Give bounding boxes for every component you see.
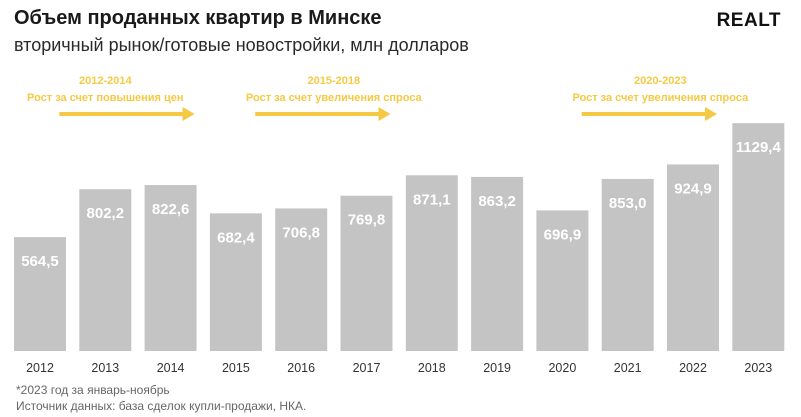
value-label-2017: 769,8 <box>348 212 386 229</box>
bar-2021 <box>601 178 654 351</box>
value-label-2021: 853,0 <box>609 195 647 212</box>
x-tick-2014: 2014 <box>157 361 185 375</box>
bar-2022 <box>667 164 719 351</box>
chart-subtitle: вторичный рынок/готовые новостройки, млн… <box>14 35 469 55</box>
value-label-2015: 682,4 <box>217 229 255 246</box>
value-label-2013: 802,2 <box>87 205 125 222</box>
value-label-2023: 1129,4 <box>736 139 782 156</box>
data-source: Источник данных: база сделок купли-прода… <box>16 399 307 413</box>
bar-2014 <box>144 185 197 351</box>
x-tick-2019: 2019 <box>483 361 511 375</box>
annotation-period-3: 2020-2023 <box>634 75 687 87</box>
x-tick-2023: 2023 <box>744 361 772 375</box>
bar-2016 <box>275 208 328 351</box>
x-tick-2018: 2018 <box>418 361 446 375</box>
bar-2019 <box>471 176 524 351</box>
value-label-2014: 822,6 <box>152 201 190 218</box>
annotation-text-3: Рост за счет увеличения спроса <box>572 92 749 104</box>
value-label-2018: 871,1 <box>413 191 451 208</box>
x-tick-2022: 2022 <box>679 361 707 375</box>
realt-logo: REALT <box>716 10 781 31</box>
value-label-2022: 924,9 <box>674 180 712 197</box>
footnote-2023: *2023 год за январь-ноябрь <box>16 383 170 397</box>
x-tick-2012: 2012 <box>26 361 54 375</box>
bar-2013 <box>79 189 132 351</box>
annotation-arrow-head-3 <box>705 107 717 121</box>
value-label-2016: 706,8 <box>282 224 320 241</box>
value-label-2012: 564,5 <box>21 253 59 270</box>
x-tick-2020: 2020 <box>548 361 576 375</box>
bar-2012 <box>14 237 66 351</box>
annotation-text-1: Рост за счет повышения цен <box>27 92 184 104</box>
growth-annotations: 2012-2014 Рост за счет повышения цен 2015-… <box>27 75 749 121</box>
annotation-text-2: Рост за счет увеличения спроса <box>246 92 423 104</box>
x-tick-2021: 2021 <box>614 361 642 375</box>
annotation-arrow-head-1 <box>182 107 195 121</box>
bars-group: 564,5 2012 802,2 2013 822,6 2014 682,4 2015 706,… <box>14 123 785 375</box>
x-tick-2016: 2016 <box>287 361 315 375</box>
annotation-arrow-head-2 <box>378 107 391 121</box>
bar-2020 <box>536 210 589 351</box>
bar-2017 <box>340 195 393 351</box>
bar-2015 <box>209 213 262 351</box>
x-tick-2015: 2015 <box>222 361 250 375</box>
x-tick-2013: 2013 <box>91 361 119 375</box>
annotation-period-2: 2015-2018 <box>308 75 361 87</box>
value-label-2019: 863,2 <box>478 193 516 210</box>
chart-title: Объем проданных квартир в Минске <box>14 7 382 29</box>
x-tick-2017: 2017 <box>353 361 381 375</box>
annotation-period-1: 2012-2014 <box>79 75 132 87</box>
bar-2023 <box>732 123 785 351</box>
bar-2018 <box>405 175 458 351</box>
value-label-2020: 696,9 <box>544 226 582 243</box>
